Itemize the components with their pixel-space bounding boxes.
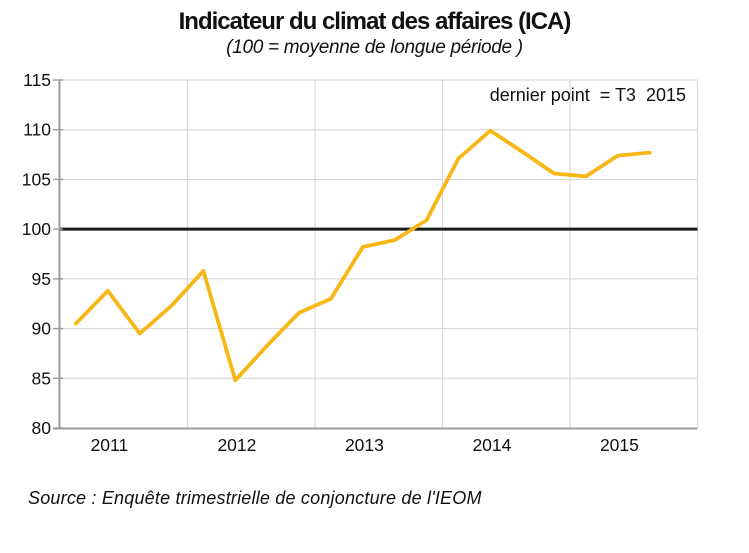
axes — [53, 79, 698, 430]
x-tick-label-2012: 2012 — [217, 435, 256, 455]
source-note: Source : Enquête trimestrielle de conjon… — [28, 488, 482, 508]
y-tick-label-85: 85 — [32, 368, 51, 388]
x-tick-label-2011: 2011 — [91, 435, 129, 455]
x-tick-label-2014: 2014 — [472, 435, 511, 455]
y-tick-label-95: 95 — [32, 269, 51, 289]
y-tick-label-115: 115 — [23, 70, 51, 90]
y-tick-label-80: 80 — [32, 418, 52, 438]
page-title: Indicateur du climat des affaires (ICA) — [178, 8, 572, 35]
gridlines — [60, 79, 699, 428]
x-tick-label-2013: 2013 — [345, 435, 384, 455]
x-tick-label-2015: 2015 — [600, 435, 639, 455]
y-tick-label-100: 100 — [22, 219, 51, 239]
axis-labels: 80 85 90 95 100 105 110 115 2011 2012 2013 2014 2015 — [22, 70, 639, 455]
ica-series-line — [74, 128, 652, 383]
y-tick-label-105: 105 — [22, 169, 51, 189]
y-tick-label-90: 90 — [32, 319, 52, 339]
y-tick-label-110: 110 — [23, 120, 51, 140]
page-subtitle: (100 = moyenne de longue période ) — [226, 37, 523, 58]
last-point-annotation: dernier point = T3 2015 — [489, 85, 686, 105]
series-ica — [74, 128, 652, 383]
